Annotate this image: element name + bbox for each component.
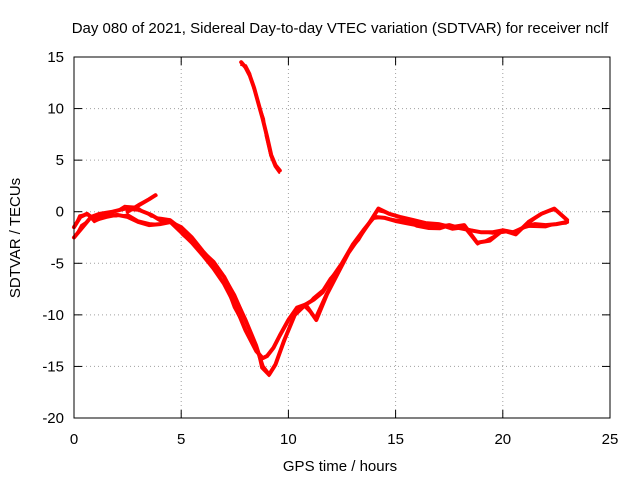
series-line-jitter [126, 194, 158, 213]
chart-title: Day 080 of 2021, Sidereal Day-to-day VTE… [72, 20, 609, 37]
y-tick-label: -5 [51, 255, 64, 272]
y-tick-label: -20 [42, 410, 64, 427]
plot-frame [73, 56, 611, 419]
x-axis-title: GPS time / hours [283, 458, 397, 475]
y-axis-title: SDTVAR / TECUs [7, 178, 24, 298]
x-tick-label: 25 [602, 431, 619, 448]
series-line-jitter [74, 204, 567, 378]
series-line-jitter [240, 64, 281, 174]
y-tick-label: 0 [56, 204, 64, 221]
x-tick-label: 20 [494, 431, 511, 448]
y-tick-label: 10 [47, 101, 64, 118]
x-tick-label: 15 [387, 431, 404, 448]
grid [74, 57, 610, 418]
ticks: 0 5 10 15 20 25 -20 -15 -10 -5 0 5 10 15 [42, 49, 618, 448]
y-tick-label: 5 [56, 152, 64, 169]
x-tick-label: 0 [70, 431, 78, 448]
y-tick-label: -10 [42, 307, 64, 324]
y-tick-label: -15 [42, 358, 64, 375]
series-layer [72, 60, 570, 378]
series-line [239, 60, 282, 173]
x-tick-label: 5 [177, 431, 185, 448]
y-tick-label: 15 [47, 49, 64, 66]
x-tick-label: 10 [280, 431, 297, 448]
